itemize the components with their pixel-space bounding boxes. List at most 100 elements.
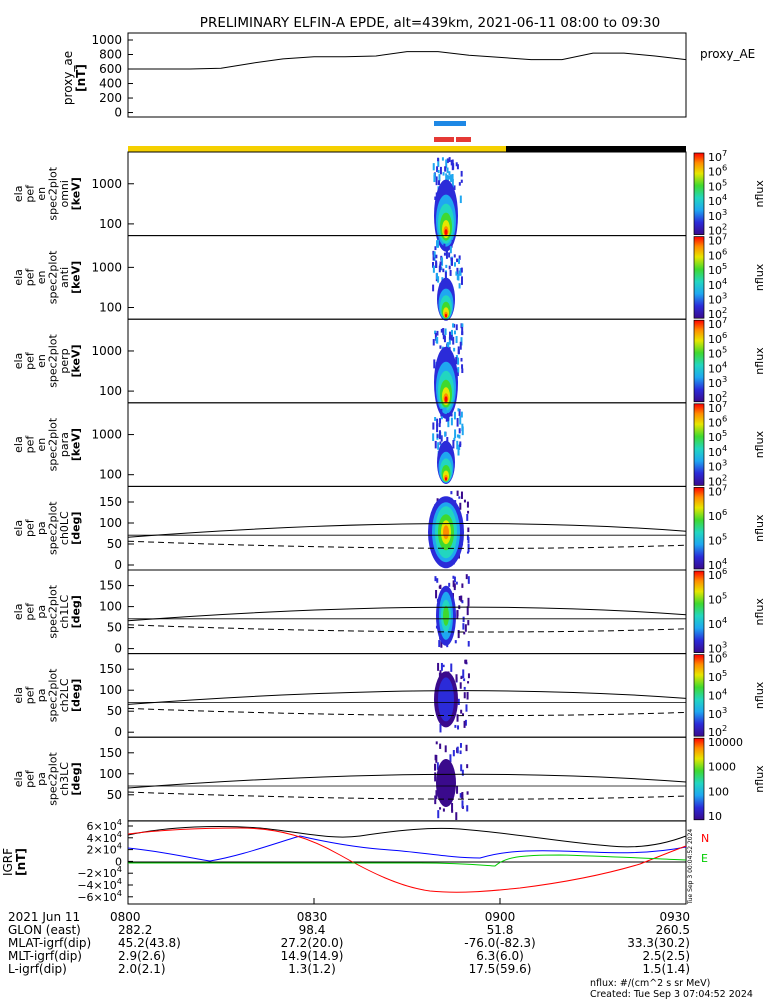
panel-ylabel: pef — [24, 685, 37, 704]
panel-tick-label: 0 — [114, 558, 122, 572]
loss-cone-line — [127, 522, 687, 538]
panel-tick-label: 100 — [99, 600, 122, 614]
panel-ylabel: spec2plot — [47, 166, 60, 220]
igrf-panel: IGRF [nT] 6×1044×1042×1040−2×104−4×104−6… — [1, 817, 709, 905]
panel-tick-label: 100 — [99, 516, 122, 530]
igrf-legend-n: N — [701, 832, 709, 845]
ephemeris-row-label: GLON (east) — [8, 923, 81, 937]
units-note: nflux: #/(cm^2 s sr MeV) — [590, 978, 710, 989]
colorbar-tick-label: 100 — [708, 785, 729, 798]
panel-tick-label: 100 — [99, 300, 122, 314]
panel-ylabel: pef — [24, 267, 37, 286]
panel-ylabel: pef — [24, 602, 37, 621]
panel-tick-label: 150 — [99, 662, 122, 676]
panel-ylabel: pef — [24, 435, 37, 454]
ephemeris-value: 2.0(2.1) — [118, 962, 166, 976]
colorbar-label: nflux — [753, 263, 766, 291]
panel-tick-label: 100 — [99, 767, 122, 781]
colorbar-tick-label: 107 — [708, 232, 727, 248]
igrf-curve-red — [127, 827, 687, 893]
panel-ylabel: spec2plot — [47, 250, 60, 304]
panel-ylabel: ela — [12, 520, 25, 537]
panel-ylabel: [keV] — [70, 261, 83, 294]
ephemeris-row-label: L-igrf(dip) — [8, 962, 67, 976]
colorbar-tick-label: 105 — [708, 428, 727, 444]
ephemeris-value: 1.3(1.2) — [288, 962, 336, 976]
proxy-ae-tick-label: 800 — [99, 48, 122, 62]
colorbar — [693, 487, 705, 570]
panel-ylabel: para — [58, 432, 71, 457]
ephemeris-value: 0930 — [659, 910, 690, 924]
colorbar-tick-label: 105 — [708, 177, 727, 193]
ephemeris-value: 0900 — [485, 910, 516, 924]
proxy-ae-tick-label: 200 — [99, 91, 122, 105]
colorbar-tick-label: 103 — [708, 705, 727, 721]
colorbar — [693, 654, 705, 737]
colorbar-tick-label: 10 — [708, 810, 722, 823]
colorbar-label: nflux — [753, 598, 766, 626]
proxy-ae-frame — [127, 32, 687, 118]
ephemeris-value: 1.5(1.4) — [642, 962, 690, 976]
panel-tick-label: 0 — [114, 642, 122, 656]
colorbar-tick-label: 105 — [708, 531, 727, 547]
igrf-tick-label: −6×104 — [77, 888, 122, 904]
colorbar-tick-label: 106 — [708, 163, 727, 179]
panel-frame — [127, 569, 687, 655]
panel-frame — [127, 736, 687, 822]
panel-ylabel: spec2plot — [47, 668, 60, 722]
panel-ylabel: ch3LC — [58, 762, 71, 796]
panel-tick-label: 50 — [107, 788, 122, 802]
colorbar — [693, 319, 705, 403]
colorbar-tick-label: 106 — [708, 566, 727, 582]
panel-ylabel: [deg] — [70, 512, 83, 545]
colorbar-label: nflux — [753, 430, 766, 458]
status-bar-yellow — [128, 146, 506, 152]
panel-ylabel: [keV] — [70, 344, 83, 377]
panel-ylabel: pef — [24, 769, 37, 788]
colorbar-tick-label: 105 — [708, 668, 727, 684]
panel-ylabel: en — [35, 187, 48, 201]
ephemeris-value: 14.9(14.9) — [281, 949, 344, 963]
panel-ylabel: spec2plot — [47, 417, 60, 471]
panel-tick-label: 50 — [107, 621, 122, 635]
loss-cone-line — [127, 690, 687, 705]
colorbar-tick-label: 106 — [708, 246, 727, 262]
panel-ylabel: en — [35, 271, 48, 285]
ephemeris-value: 260.5 — [656, 923, 690, 937]
colorbar-tick-label: 105 — [708, 345, 727, 361]
panel-tick-label: 50 — [107, 704, 122, 718]
loss-cone-line — [127, 606, 687, 622]
panel-ylabel: pa — [35, 521, 48, 535]
panel-frame — [127, 318, 687, 404]
colorbar-label: nflux — [753, 681, 766, 709]
colorbar-tick-label: 105 — [708, 591, 727, 607]
colorbar-tick-label: 105 — [708, 261, 727, 277]
ephemeris-value: 282.2 — [118, 923, 152, 937]
ephemeris-value: -76.0(-82.3) — [464, 936, 535, 950]
ephemeris-value: 0800 — [110, 910, 141, 924]
panel-tick-label: 150 — [99, 495, 122, 509]
colorbar-tick-label: 106 — [708, 330, 727, 346]
status-bar-red-1 — [434, 137, 454, 142]
panel-tick-label: 150 — [99, 746, 122, 760]
panel-frame — [127, 151, 687, 237]
ephemeris-value: 45.2(43.8) — [118, 936, 181, 950]
panel-ylabel: ela — [12, 604, 25, 621]
panel-ylabel: spec2plot — [47, 501, 60, 555]
ephemeris-row-label: MLAT-igrf(dip) — [8, 936, 91, 950]
panel-ylabel: spec2plot — [47, 752, 60, 806]
proxy-ae-yunit: [nT] — [74, 64, 88, 92]
x-axis-ticks — [127, 898, 687, 904]
flux-blob — [432, 407, 464, 484]
colorbar-tick-label: 103 — [708, 374, 727, 390]
panel-ylabel: pef — [24, 351, 37, 370]
proxy-ae-tick-label: 600 — [99, 62, 122, 76]
panel-ylabel: ela — [12, 353, 25, 370]
igrf-side-timestamp: Tue Sep 3 00:04:52 2024 — [687, 829, 694, 905]
anti-loss-cone-line — [127, 707, 687, 717]
colorbar-tick-label: 106 — [708, 650, 727, 666]
